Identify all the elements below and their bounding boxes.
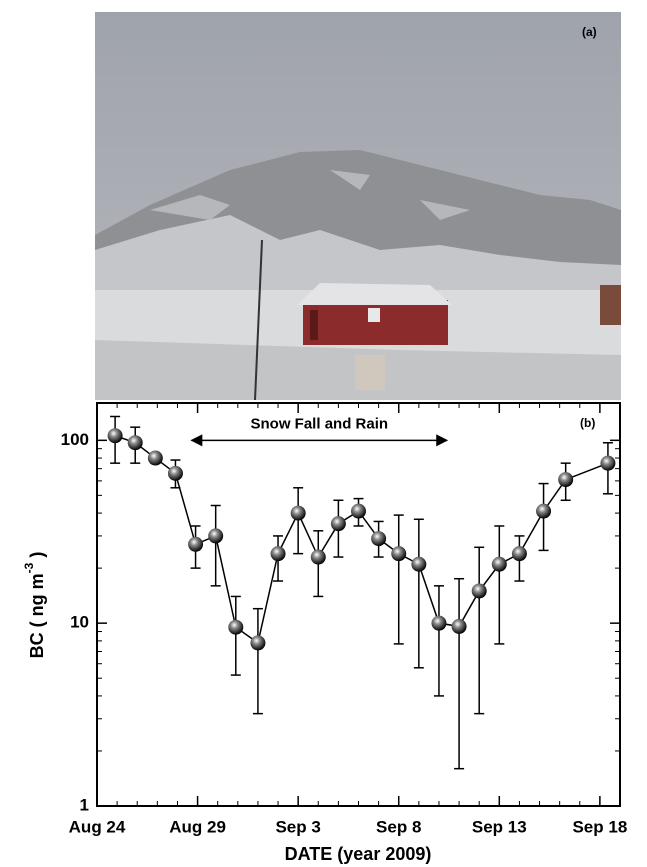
data-point [431, 616, 446, 631]
data-point [108, 428, 123, 443]
data-point [558, 472, 573, 487]
x-tick-label: Sep 13 [472, 817, 527, 836]
data-point [331, 516, 346, 531]
photo [95, 12, 621, 400]
x-tick-label: Sep 8 [376, 817, 421, 836]
data-point [228, 620, 243, 635]
x-tick-label: Sep 18 [572, 817, 627, 836]
x-tick-label: Aug 29 [169, 817, 226, 836]
data-point [188, 537, 203, 552]
x-axis-label: DATE (year 2009) [285, 844, 432, 864]
data-point [600, 456, 615, 471]
data-point [452, 619, 467, 634]
annotation: Snow Fall and Rain [251, 415, 389, 432]
y-axis-label-suffix: ) [27, 552, 47, 563]
data-point [492, 557, 507, 572]
panel-label: (b) [580, 416, 595, 430]
x-tick-label: Sep 3 [275, 817, 320, 836]
panel-label: (a) [582, 25, 597, 39]
data-point [208, 528, 223, 543]
page: {"chart_data": { "type": "line", "panel_… [0, 0, 647, 867]
y-axis-label: BC ( ng m-3 ) [22, 552, 47, 659]
data-point [168, 466, 183, 481]
data-point [250, 635, 265, 650]
data-point [271, 546, 286, 561]
y-tick-label: 100 [61, 430, 89, 449]
data-point [148, 451, 163, 466]
y-axis-label-sup: -3 [22, 562, 36, 573]
figure: (a) (b) DATE (year 2009) BC ( ng m-3 ) 1… [0, 0, 647, 867]
data-point [311, 550, 326, 565]
data-point [512, 546, 527, 561]
data-point [411, 557, 426, 572]
data-point [291, 506, 306, 521]
data-point [391, 546, 406, 561]
y-axis-label-text: BC ( ng m [27, 573, 47, 658]
y-tick-label: 1 [80, 795, 89, 814]
data-point [351, 504, 366, 519]
data-point [128, 435, 143, 450]
data-point [536, 504, 551, 519]
data-point [371, 531, 386, 546]
x-tick-label: Aug 24 [69, 817, 126, 836]
y-tick-label: 10 [70, 613, 89, 632]
data-point [472, 583, 487, 598]
